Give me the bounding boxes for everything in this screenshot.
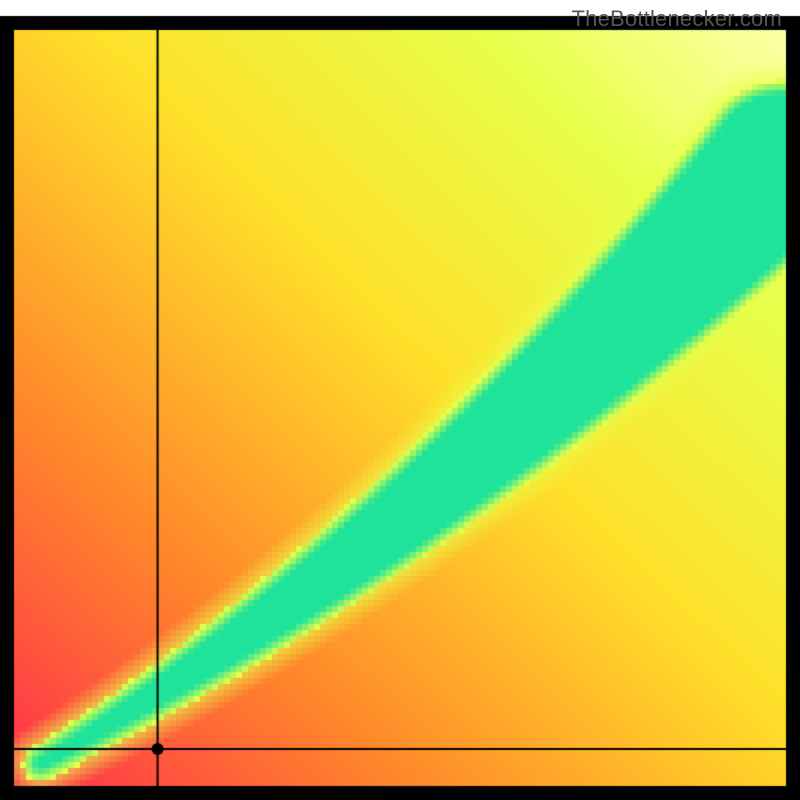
- watermark-text: TheBottlenecker.com: [572, 6, 782, 32]
- chart-wrapper: TheBottlenecker.com: [0, 0, 800, 800]
- heatmap-canvas: [0, 0, 800, 800]
